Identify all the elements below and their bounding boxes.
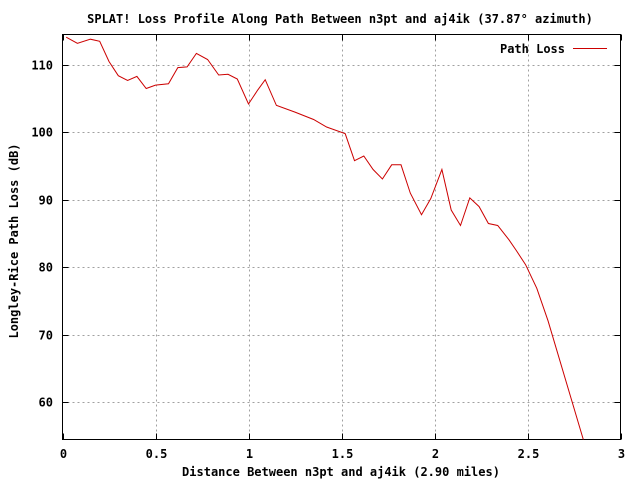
x-tick-label: 1.5: [332, 447, 354, 461]
series-lines: [65, 36, 584, 440]
x-axis-label: Distance Between n3pt and aj4ik (2.90 mi…: [182, 465, 500, 479]
chart-title: SPLAT! Loss Profile Along Path Between n…: [87, 12, 593, 26]
y-tick-label: 100: [31, 126, 53, 140]
y-tick-label: 80: [39, 261, 53, 275]
x-tick-label: 0.5: [146, 447, 168, 461]
y-axis-label: Longley-Rice Path Loss (dB): [7, 143, 21, 338]
legend: Path Loss: [500, 42, 607, 56]
x-tick-label: 3: [618, 447, 625, 461]
series-line-path-loss: [65, 36, 584, 440]
grid-lines: [62, 34, 621, 440]
x-tick-label: 0: [60, 447, 67, 461]
y-tick-label: 90: [39, 194, 53, 208]
x-tick-label: 2: [432, 447, 439, 461]
y-tick-label: 60: [39, 396, 53, 410]
axis-ticks: [62, 34, 622, 440]
plot-frame: [62, 34, 621, 440]
x-tick-label: 2.5: [518, 447, 540, 461]
tick-labels: 0 0.5 1 1.5 2 2.5 3 60 70 80 90 100 110: [31, 59, 625, 462]
y-tick-label: 70: [39, 329, 53, 343]
y-tick-label: 110: [31, 59, 53, 73]
legend-label-path-loss: Path Loss: [500, 42, 565, 56]
x-tick-label: 1: [246, 447, 253, 461]
